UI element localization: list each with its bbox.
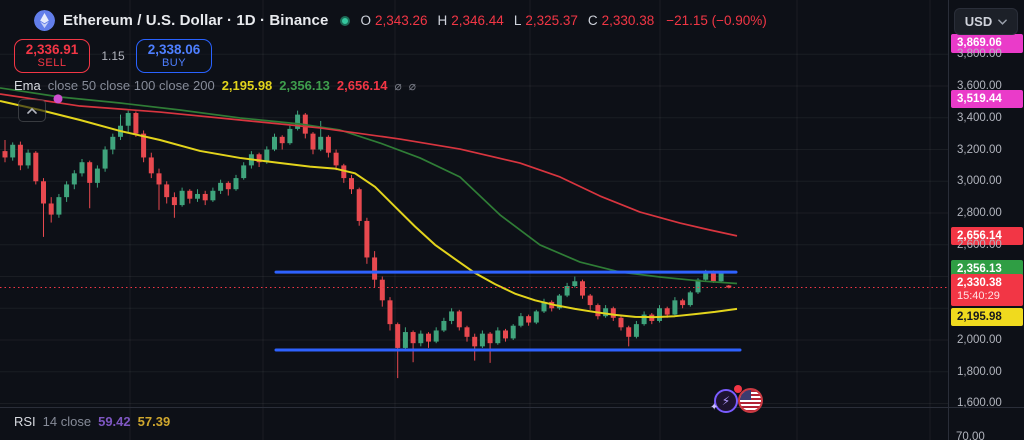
ethereum-logo-icon	[34, 10, 55, 31]
indicator-disabled-icon[interactable]: ⌀	[408, 78, 416, 93]
flash-event-icon[interactable]: ⚡ ✦	[710, 389, 738, 413]
low-value: 2,325.37	[525, 13, 578, 28]
open-value: 2,343.26	[374, 13, 428, 28]
ema-200-value: 2,656.14	[336, 78, 388, 93]
close-label: C	[587, 13, 598, 28]
ema-name: Ema	[14, 78, 41, 93]
rsi-params: 14 close	[42, 414, 92, 429]
close-value: 2,330.38	[601, 13, 655, 28]
rsi-ma-value: 57.39	[137, 414, 171, 429]
price-axis-label: 2,600.00	[957, 238, 1002, 251]
buy-price: 2,338.06	[147, 41, 201, 57]
open-label: O	[360, 13, 371, 28]
ema-legend[interactable]: Ema close 50 close 100 close 200 2,195.9…	[14, 78, 416, 93]
price-axis-label: 3,519.44	[951, 89, 1023, 109]
sell-button[interactable]: 2,336.91 SELL	[14, 39, 90, 73]
price-axis-label: 1,600.00	[957, 397, 1002, 410]
price-axis-label: 3,869.06	[951, 34, 1023, 53]
notification-dot	[734, 385, 742, 393]
price-axis-label: 1,800.00	[957, 365, 1002, 378]
rsi-legend[interactable]: RSI 14 close 59.42 57.39	[14, 414, 170, 429]
price-axis-label: 2,800.00	[957, 207, 1002, 220]
indicator-disabled-icon[interactable]: ⌀	[394, 78, 402, 93]
collapse-legend-button[interactable]	[18, 99, 46, 122]
ema-100-line[interactable]	[0, 87, 738, 285]
rsi-name: RSI	[14, 414, 36, 429]
sell-label: SELL	[37, 57, 67, 70]
chevron-down-icon	[998, 18, 1008, 25]
ema-params: close 50 close 100 close 200	[47, 78, 215, 93]
ema-50-value: 2,195.98	[221, 78, 273, 93]
rsi-value: 59.42	[98, 414, 131, 429]
price-axis-label: 3,800.00	[957, 48, 1002, 61]
price-axis-label: 3,000.00	[957, 175, 1002, 188]
current-price-badge: 2,330.38 15:40:29	[951, 273, 1023, 306]
drawing-anchor-dot[interactable]	[53, 94, 63, 104]
rsi-axis-label: 70.00	[956, 431, 985, 440]
symbol-title[interactable]: Ethereum / U.S. Dollar · 1D · Binance	[63, 12, 329, 29]
price-axis-label: 2,195.98	[951, 307, 1023, 327]
currency-value: USD	[964, 14, 993, 29]
change-value: −21.15 (−0.90%)	[666, 13, 767, 28]
pane-divider[interactable]	[0, 407, 1024, 408]
price-axis-label: 3,200.00	[957, 143, 1002, 156]
ema-50-line[interactable]	[0, 99, 738, 319]
price-axis-label: 3,600.00	[957, 80, 1002, 93]
low-label: L	[513, 13, 522, 28]
price-axis[interactable]: 3,869.06 3,800.00 3,600.00 3,519.44 3,400.00…	[948, 0, 1024, 440]
chevron-up-icon	[27, 107, 37, 114]
buy-button[interactable]: 2,338.06 BUY	[136, 39, 212, 73]
us-flag-event-icon[interactable]	[738, 388, 763, 413]
sell-price: 2,336.91	[25, 41, 79, 57]
high-value: 2,346.44	[451, 13, 504, 28]
high-label: H	[437, 13, 448, 28]
ema-200-line[interactable]	[0, 93, 738, 237]
price-axis-label: 2,656.14	[951, 226, 1023, 246]
price-axis-label: 3,400.00	[957, 111, 1002, 124]
ohlc-values: O 2,343.26 H 2,346.44 L 2,325.37 C 2,330.38 …	[360, 13, 766, 28]
event-markers[interactable]: ⚡ ✦	[710, 385, 770, 415]
price-axis-label: 2,000.00	[957, 334, 1002, 346]
market-status-dot[interactable]	[340, 15, 351, 26]
ema-100-value: 2,356.13	[279, 78, 330, 93]
currency-dropdown[interactable]: USD	[954, 8, 1018, 35]
buy-label: BUY	[161, 57, 187, 70]
spread-value: 1.15	[101, 49, 125, 63]
